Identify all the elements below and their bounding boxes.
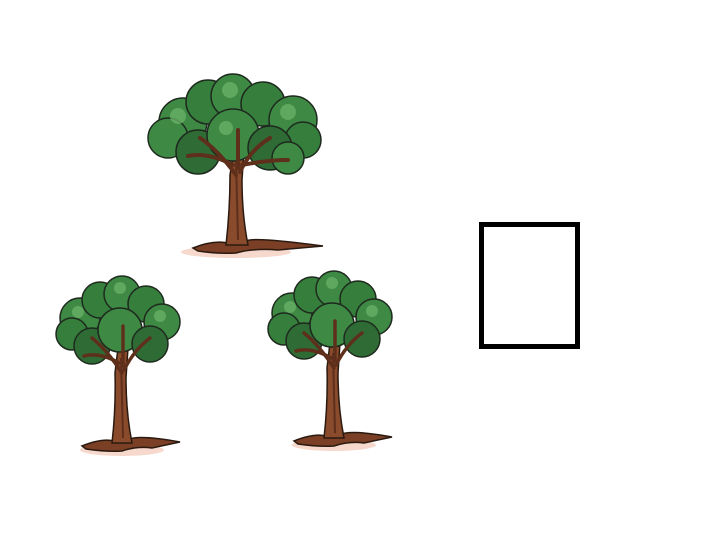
tree-roots [191,229,324,254]
tree-branches [82,324,152,375]
tree-right-illustration [267,270,393,451]
tree-icon [264,270,396,458]
tree-left-illustration [55,275,181,456]
tree-branches [186,128,290,177]
tree-icon [138,73,328,265]
tree-foliage [147,73,322,175]
tree-branches [294,319,364,370]
tree-icon [52,275,184,463]
tree-foliage [55,275,181,365]
tree-top-illustration [147,73,324,258]
answer-box[interactable] [479,222,580,349]
